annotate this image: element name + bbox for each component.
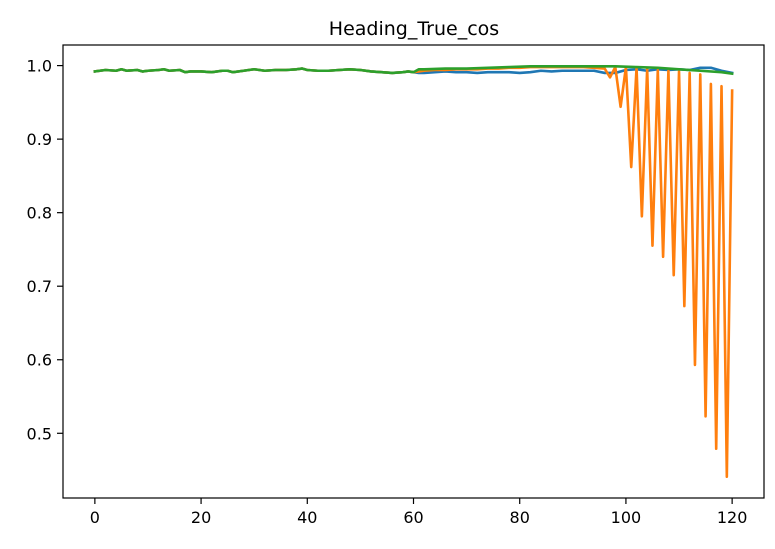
chart-title: Heading_True_cos [329,18,499,40]
series-line-2 [93,65,734,478]
y-tick-label: 1.0 [27,57,52,76]
y-tick-label: 0.7 [27,277,52,296]
x-tick-label: 20 [191,508,211,527]
x-tick-label: 80 [510,508,530,527]
axes-layer: 0 20 40 60 80 100 120 0.5 0.6 0.7 0.8 0.9 1.0 [27,44,765,527]
x-tick-label: 0 [90,508,100,527]
x-tick-label: 40 [297,508,317,527]
y-tick-label: 0.8 [27,204,52,223]
series-layer [93,65,734,478]
series-line-3 [93,65,734,76]
x-tick-label: 120 [717,508,748,527]
y-tick-label: 0.6 [27,351,52,370]
y-tick-label: 0.5 [27,424,52,443]
x-tick-label: 60 [403,508,423,527]
y-tick-label: 0.9 [27,130,52,149]
x-tick-label: 100 [611,508,642,527]
